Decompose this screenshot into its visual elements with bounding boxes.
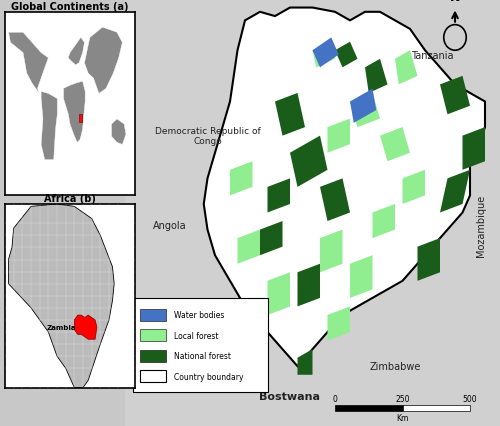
Polygon shape bbox=[260, 222, 282, 256]
Polygon shape bbox=[8, 204, 114, 388]
Polygon shape bbox=[112, 120, 126, 145]
Text: Water bodies: Water bodies bbox=[174, 311, 224, 320]
Text: 500: 500 bbox=[462, 394, 477, 403]
Polygon shape bbox=[395, 51, 417, 85]
Polygon shape bbox=[290, 136, 328, 187]
Text: Country boundary: Country boundary bbox=[174, 372, 243, 381]
Polygon shape bbox=[230, 162, 252, 196]
Polygon shape bbox=[380, 128, 410, 162]
Bar bbox=[402, 405, 470, 411]
Polygon shape bbox=[275, 94, 305, 136]
Polygon shape bbox=[312, 43, 335, 68]
Text: Zambia: Zambia bbox=[46, 325, 76, 331]
Text: 250: 250 bbox=[395, 394, 410, 403]
Polygon shape bbox=[41, 92, 58, 160]
Polygon shape bbox=[350, 89, 376, 124]
Polygon shape bbox=[462, 128, 485, 170]
Polygon shape bbox=[74, 315, 97, 340]
Bar bbox=[140, 309, 166, 321]
Polygon shape bbox=[440, 170, 470, 213]
Bar bbox=[140, 371, 166, 383]
Polygon shape bbox=[78, 115, 82, 123]
Text: National forest: National forest bbox=[174, 351, 231, 361]
Polygon shape bbox=[320, 179, 350, 222]
Text: Bostwana: Bostwana bbox=[260, 391, 320, 401]
Text: Local forest: Local forest bbox=[174, 331, 218, 340]
Polygon shape bbox=[268, 179, 290, 213]
Bar bbox=[335, 405, 402, 411]
Polygon shape bbox=[84, 28, 122, 94]
Text: N: N bbox=[450, 0, 460, 4]
Text: 0: 0 bbox=[332, 394, 338, 403]
Polygon shape bbox=[8, 33, 48, 94]
Polygon shape bbox=[440, 77, 470, 115]
Polygon shape bbox=[335, 43, 357, 68]
Polygon shape bbox=[328, 119, 350, 153]
Bar bbox=[132, 298, 268, 392]
Polygon shape bbox=[68, 38, 84, 66]
Polygon shape bbox=[268, 273, 290, 315]
Polygon shape bbox=[350, 256, 372, 298]
Polygon shape bbox=[204, 9, 485, 366]
Text: Tanzania: Tanzania bbox=[411, 50, 454, 60]
Polygon shape bbox=[312, 38, 339, 68]
Polygon shape bbox=[328, 307, 350, 341]
Text: Democratic Republic of
Congo: Democratic Republic of Congo bbox=[154, 127, 260, 146]
Text: Km: Km bbox=[396, 413, 408, 422]
Polygon shape bbox=[372, 204, 395, 239]
Polygon shape bbox=[298, 349, 312, 375]
Polygon shape bbox=[402, 170, 425, 204]
Polygon shape bbox=[298, 264, 320, 307]
Bar bbox=[140, 350, 166, 362]
Text: Zimbabwe: Zimbabwe bbox=[370, 361, 420, 371]
Polygon shape bbox=[350, 94, 380, 128]
Polygon shape bbox=[238, 230, 260, 264]
Title: Global Continents (a): Global Continents (a) bbox=[11, 2, 129, 12]
Bar bbox=[140, 330, 166, 342]
Text: Angola: Angola bbox=[153, 221, 187, 231]
Polygon shape bbox=[320, 230, 342, 273]
Text: Mozambique: Mozambique bbox=[476, 195, 486, 257]
Title: Africa (b): Africa (b) bbox=[44, 194, 96, 204]
Polygon shape bbox=[418, 239, 440, 281]
Polygon shape bbox=[365, 60, 388, 94]
Polygon shape bbox=[64, 82, 85, 143]
